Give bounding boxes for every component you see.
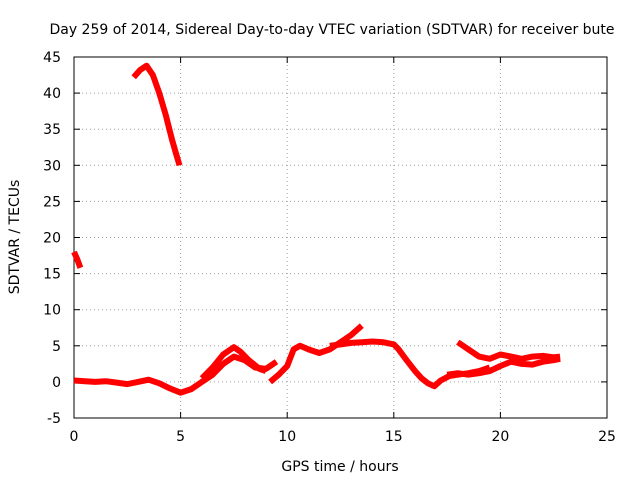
y-tick-label: 35 <box>43 122 61 138</box>
series-late-band <box>456 339 561 362</box>
series-mid-rise <box>268 323 364 385</box>
y-axis-label: SDTVAR / TECUs <box>7 180 23 295</box>
y-tick-label: 0 <box>52 375 61 391</box>
y-tick-label: 5 <box>52 339 61 355</box>
y-tick-label: 30 <box>43 158 61 174</box>
series-baseline <box>73 353 279 396</box>
y-tick-label: 45 <box>43 50 61 66</box>
x-tick-label: 20 <box>491 429 509 445</box>
series-baseline-variant <box>199 344 267 381</box>
chart-title: Day 259 of 2014, Sidereal Day-to-day VTE… <box>49 22 614 38</box>
y-tick-label: 40 <box>43 86 61 102</box>
x-tick-label: 25 <box>598 429 616 445</box>
series-early-spike <box>71 250 84 269</box>
series-high-arc <box>131 62 183 167</box>
data-series <box>71 62 561 396</box>
y-tick-label: 20 <box>43 231 61 247</box>
x-tick-label: 15 <box>385 429 403 445</box>
y-tick-label: -5 <box>47 411 61 427</box>
y-tick-label: 25 <box>43 194 61 210</box>
x-tick-label: 5 <box>176 429 185 445</box>
y-tick-label: 10 <box>43 303 61 319</box>
axis-ticks: 0 5 10 15 20 25 -5 0 5 10 15 20 25 30 35 40 45 <box>43 50 616 445</box>
x-axis-label: GPS time / hours <box>281 459 398 475</box>
x-tick-label: 0 <box>70 429 79 445</box>
y-tick-label: 15 <box>43 267 61 283</box>
series-late-band-low <box>446 355 561 378</box>
x-tick-label: 10 <box>278 429 296 445</box>
